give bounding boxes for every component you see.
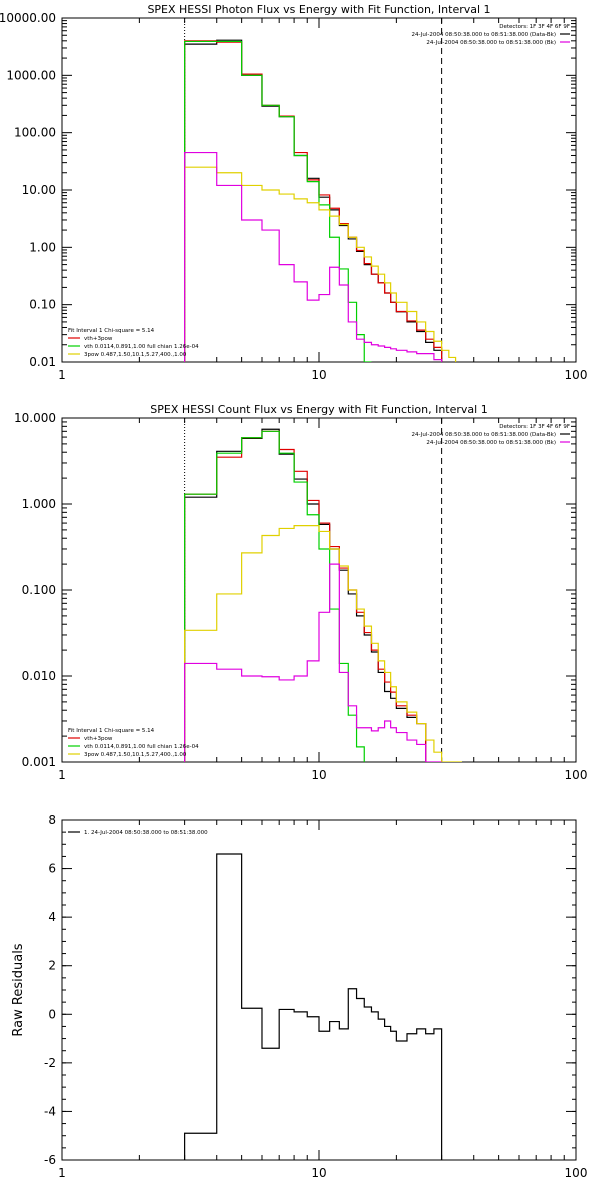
series-step-line-1: [184, 39, 443, 362]
y-tick-label: -6: [44, 1153, 56, 1167]
series-group: [184, 428, 462, 762]
series-step-line-1: [184, 428, 427, 762]
series-step-line-3: [184, 430, 365, 762]
legend-text: vth 0.0114,0.891,1.00 full chian 1.26e-0…: [84, 344, 199, 350]
series-step-line-1: [184, 853, 443, 1160]
series-group: [184, 853, 443, 1160]
y-tick-label: 8: [48, 813, 56, 827]
legend-text: 1. 24-Jul-2004 08:50:38.000 to 08:51:38.…: [84, 830, 208, 836]
series-group: [184, 39, 457, 362]
x-tick-label: 100: [565, 768, 588, 782]
series-step-line-5: [184, 563, 442, 762]
x-tick-label: 10: [311, 768, 326, 782]
legend-text: 3pow 0.487,1.50,10.1,5.27,400.,1.00: [84, 352, 187, 358]
y-tick-label: 1.00: [29, 240, 56, 254]
x-tick-label: 100: [565, 1166, 588, 1180]
series-step-line-4: [184, 525, 462, 762]
y-tick-label: 10000.00: [0, 11, 56, 25]
plot-frame: [61, 819, 577, 1161]
y-tick-label: 1.000: [22, 497, 56, 511]
y-tick-label: 100.00: [14, 126, 56, 140]
y-tick-label: -4: [44, 1104, 56, 1118]
legend-text: 24-Jul-2004 08:50:38.000 to 08:51:38.000…: [412, 32, 557, 38]
y-tick-label: 0.10: [29, 298, 56, 312]
y-tick-label: 6: [48, 862, 56, 876]
x-tick-label: 100: [565, 368, 588, 382]
series-step-line-4: [184, 166, 457, 362]
y-tick-label: 0: [48, 1007, 56, 1021]
y-tick-label: 1000.00: [6, 68, 56, 82]
y-tick-label: 4: [48, 910, 56, 924]
legend-text: 3pow 0.487,1.50,10.1,5.27,400.,1.00: [84, 752, 187, 758]
y-tick-label: 0.01: [29, 355, 56, 369]
y-tick-label: 10.000: [14, 411, 56, 425]
legend-text: vth 0.0114,0.891,1.00 full chian 1.26e-0…: [84, 744, 199, 750]
legend-text: Detectors: 1F 3F 4F 6F 9F: [499, 424, 570, 430]
chart-2: SPEX HESSI Count Flux vs Energy with Fit…: [14, 403, 587, 782]
y-tick-label: 0.010: [22, 669, 56, 683]
chart-title: SPEX HESSI Photon Flux vs Energy with Fi…: [147, 3, 490, 16]
series-step-line-5: [184, 151, 443, 362]
y-tick-label: -2: [44, 1056, 56, 1070]
legend-text: vth+3pow: [84, 336, 113, 342]
legend-text: Fit Interval 1 Chi-square = 5.14: [68, 728, 155, 734]
series-step-line-3: [184, 40, 372, 362]
chart-3: 1 10 100 -6 -4 -2 0 2 4 6 8 Raw Residuals 1. 24-Jul-…: [11, 813, 587, 1180]
chart-1: SPEX HESSI Photon Flux vs Energy with Fi…: [0, 3, 587, 382]
legend-text: Fit Interval 1 Chi-square = 5.14: [68, 328, 155, 334]
x-tick-label: 1: [58, 368, 66, 382]
y-tick-label: 10.00: [22, 183, 56, 197]
y-axis-label: Raw Residuals: [11, 943, 26, 1036]
x-tick-label: 1: [58, 768, 66, 782]
y-tick-label: 2: [48, 959, 56, 973]
legend-text: 24-Jul-2004 08:50:38.000 to 08:51:38.000…: [426, 40, 556, 46]
legend-text: Detectors: 1F 3F 4F 6F 9F: [499, 24, 570, 30]
legend-text: 24-Jul-2004 08:50:38.000 to 08:51:38.000…: [426, 440, 556, 446]
plot-frame: [61, 417, 577, 763]
y-tick-label: 0.100: [22, 583, 56, 597]
x-tick-label: 10: [311, 1166, 326, 1180]
series-step-line-2: [184, 430, 427, 762]
x-tick-label: 1: [58, 1166, 66, 1180]
chart-title: SPEX HESSI Count Flux vs Energy with Fit…: [150, 403, 487, 416]
legend-text: vth+3pow: [84, 736, 113, 742]
series-step-line-2: [184, 40, 443, 362]
y-tick-label: 0.001: [22, 755, 56, 769]
x-tick-label: 10: [311, 368, 326, 382]
legend-text: 24-Jul-2004 08:50:38.000 to 08:51:38.000…: [412, 432, 557, 438]
